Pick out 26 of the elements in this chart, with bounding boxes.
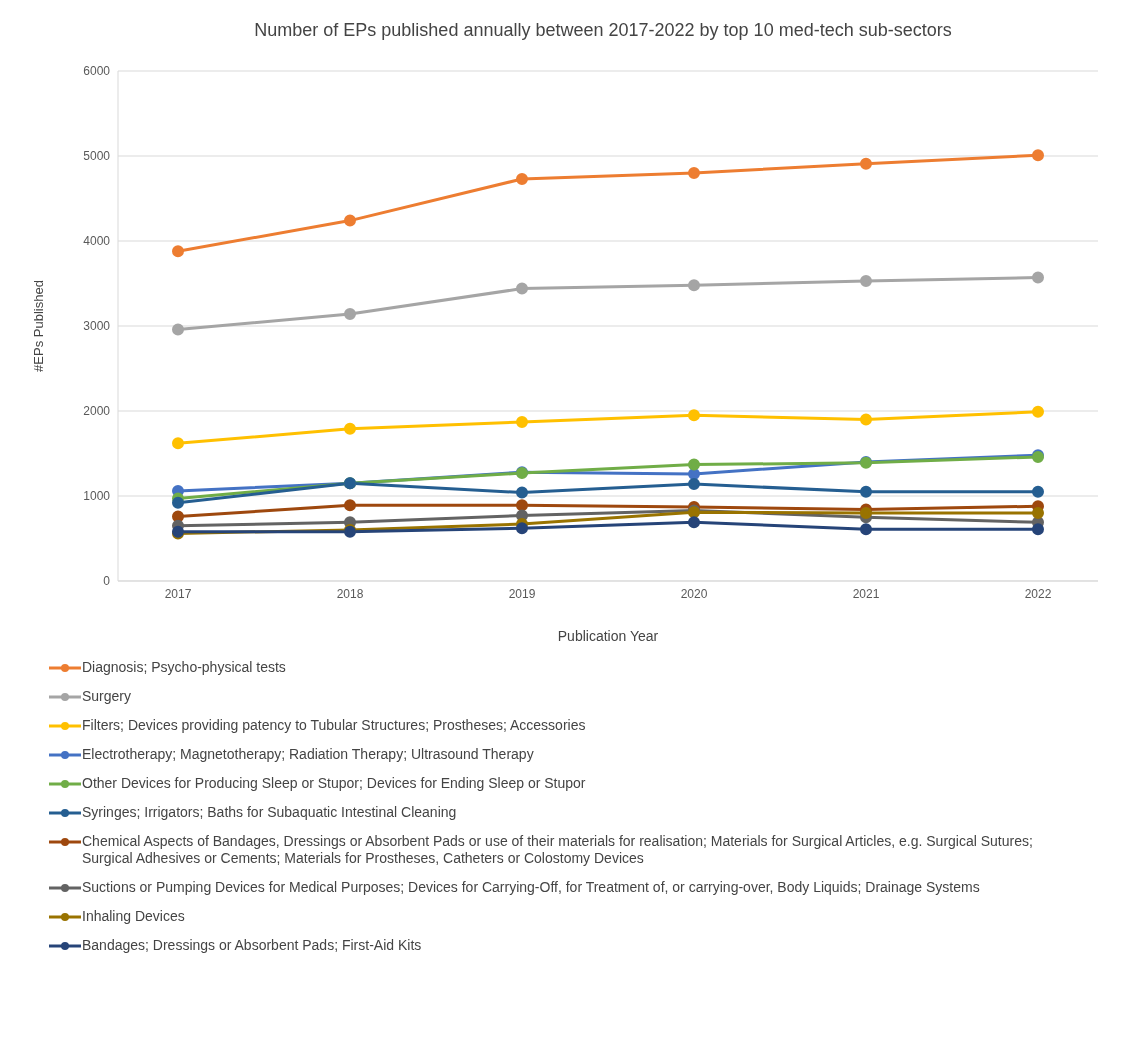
x-tick-label: 2018 xyxy=(336,586,364,601)
legend-label: Bandages; Dressings or Absorbent Pads; First-Aid Kits xyxy=(82,937,422,954)
chart-title: Number of EPs published annually between 2017-2022 by top 10 med-tech sub-sectors xyxy=(253,19,953,41)
legend-label: Syringes; Irrigators; Baths for Subaquatic Intestinal Cleaning xyxy=(82,804,457,821)
y-tick-label: 5000 xyxy=(83,149,111,164)
legend-label: Electrotherapy; Magnetotherapy; Radiation Therapy; Ultrasound Therapy xyxy=(82,746,534,763)
legend-label: Other Devices for Producing Sleep or Stupor; Devices for Ending Sleep or Stupor xyxy=(82,775,586,792)
legend-label: Surgery xyxy=(82,688,132,705)
legend-label: Chemical Aspects of Bandages, Dressings or Absorbent Pads or use of their materials for realisation; Materials for Surgical Articles, e.g. Surgical Sutures; Surgical Adhesives or Cements; Materials for Prostheses, Catheters or Colostomy Devices xyxy=(82,833,1034,867)
x-tick-label: 2017 xyxy=(164,586,192,601)
y-tick-label: 0 xyxy=(103,574,111,589)
legend-label: Diagnosis; Psycho-physical tests xyxy=(82,659,286,676)
x-tick-label: 2022 xyxy=(1024,586,1052,601)
x-tick-label: 2020 xyxy=(680,586,708,601)
y-tick-label: 4000 xyxy=(83,234,111,249)
legend-label: Filters; Devices providing patency to Tubular Structures; Prostheses; Accessories xyxy=(82,717,586,734)
legend-label: Inhaling Devices xyxy=(82,908,185,925)
legend-label: Suctions or Pumping Devices for Medical Purposes; Devices for Carrying-Off, for Treatment of, or carrying-over, Body Liquids; Drainage Systems xyxy=(82,879,980,896)
y-tick-label: 6000 xyxy=(83,64,111,79)
y-axis-title: #EPs Published xyxy=(30,280,46,372)
y-tick-label: 2000 xyxy=(83,404,111,419)
x-tick-label: 2019 xyxy=(508,586,536,601)
y-tick-label: 3000 xyxy=(83,319,111,334)
y-tick-label: 1000 xyxy=(83,489,111,504)
x-tick-label: 2021 xyxy=(852,586,880,601)
x-axis-title: Publication Year xyxy=(557,628,659,644)
